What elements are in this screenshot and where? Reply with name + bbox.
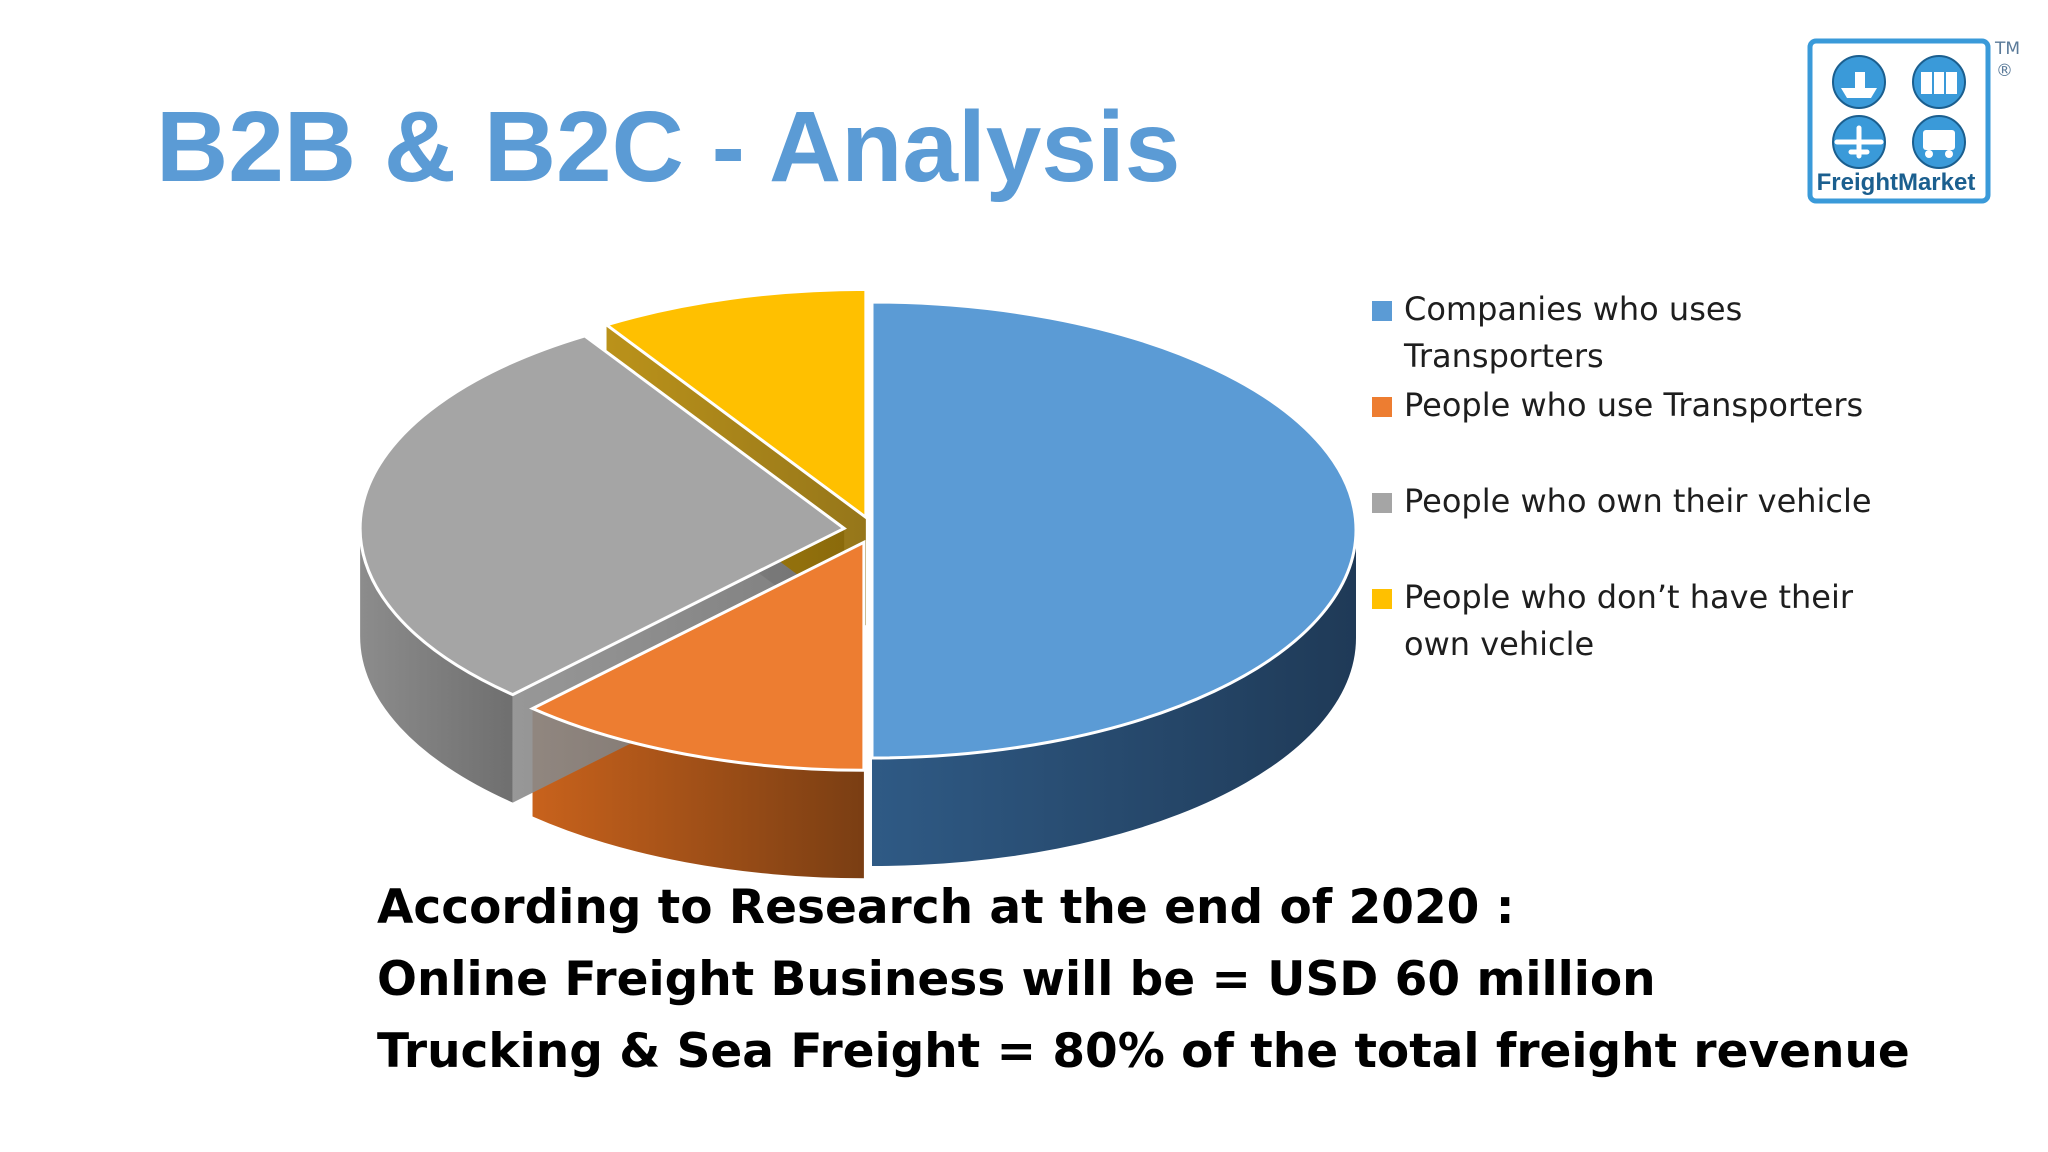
legend-label: People who own their vehicle xyxy=(1404,482,1872,520)
pie-slice-edge xyxy=(512,528,845,803)
pie-slice-side xyxy=(360,528,513,803)
research-summary: According to Research at the end of 2020… xyxy=(377,872,1910,1088)
pie-slice xyxy=(358,334,847,697)
legend-label: Companies who uses Transporters xyxy=(1404,290,1743,375)
pie-slice-edge xyxy=(606,324,866,626)
summary-line: According to Research at the end of 2020… xyxy=(377,880,1515,935)
legend-swatch xyxy=(1372,493,1392,513)
legend-label: People who don’t have their own vehicle xyxy=(1404,578,1853,663)
legend-item: People who use Transporters xyxy=(1372,382,1924,429)
ship-icon xyxy=(1832,55,1886,109)
legend-item: People who own their vehicle xyxy=(1372,478,1924,525)
logo-text: FreightMarket xyxy=(1817,169,1976,196)
airplane-icon xyxy=(1832,115,1886,169)
container-icon xyxy=(1912,55,1966,109)
legend-swatch xyxy=(1372,589,1392,609)
legend-item: Companies who uses Transporters xyxy=(1372,286,1924,380)
pie-slice-edge xyxy=(532,542,864,817)
freightmarket-logo: FreightMarket xyxy=(1807,38,1991,204)
pie-slice-side xyxy=(532,708,864,879)
pie-slice xyxy=(529,539,866,772)
pie-slice xyxy=(870,300,1358,760)
legend-swatch xyxy=(1372,301,1392,321)
pie-slice-edge xyxy=(584,335,845,637)
slide-title: B2B & B2C - Analysis xyxy=(156,91,1181,203)
summary-line: Online Freight Business will be = USD 60… xyxy=(377,952,1656,1007)
registered-mark: ® xyxy=(1996,61,2013,81)
summary-line: Trucking & Sea Freight = 80% of the tota… xyxy=(377,1024,1910,1079)
trademark-mark: TM xyxy=(1995,39,2021,59)
pie-slice-side xyxy=(872,530,1356,866)
legend-item: People who don’t have their own vehicle xyxy=(1372,574,1924,668)
pie-slice xyxy=(603,287,868,521)
legend-swatch xyxy=(1372,397,1392,417)
legend-label: People who use Transporters xyxy=(1404,386,1864,424)
truck-icon xyxy=(1912,115,1966,169)
